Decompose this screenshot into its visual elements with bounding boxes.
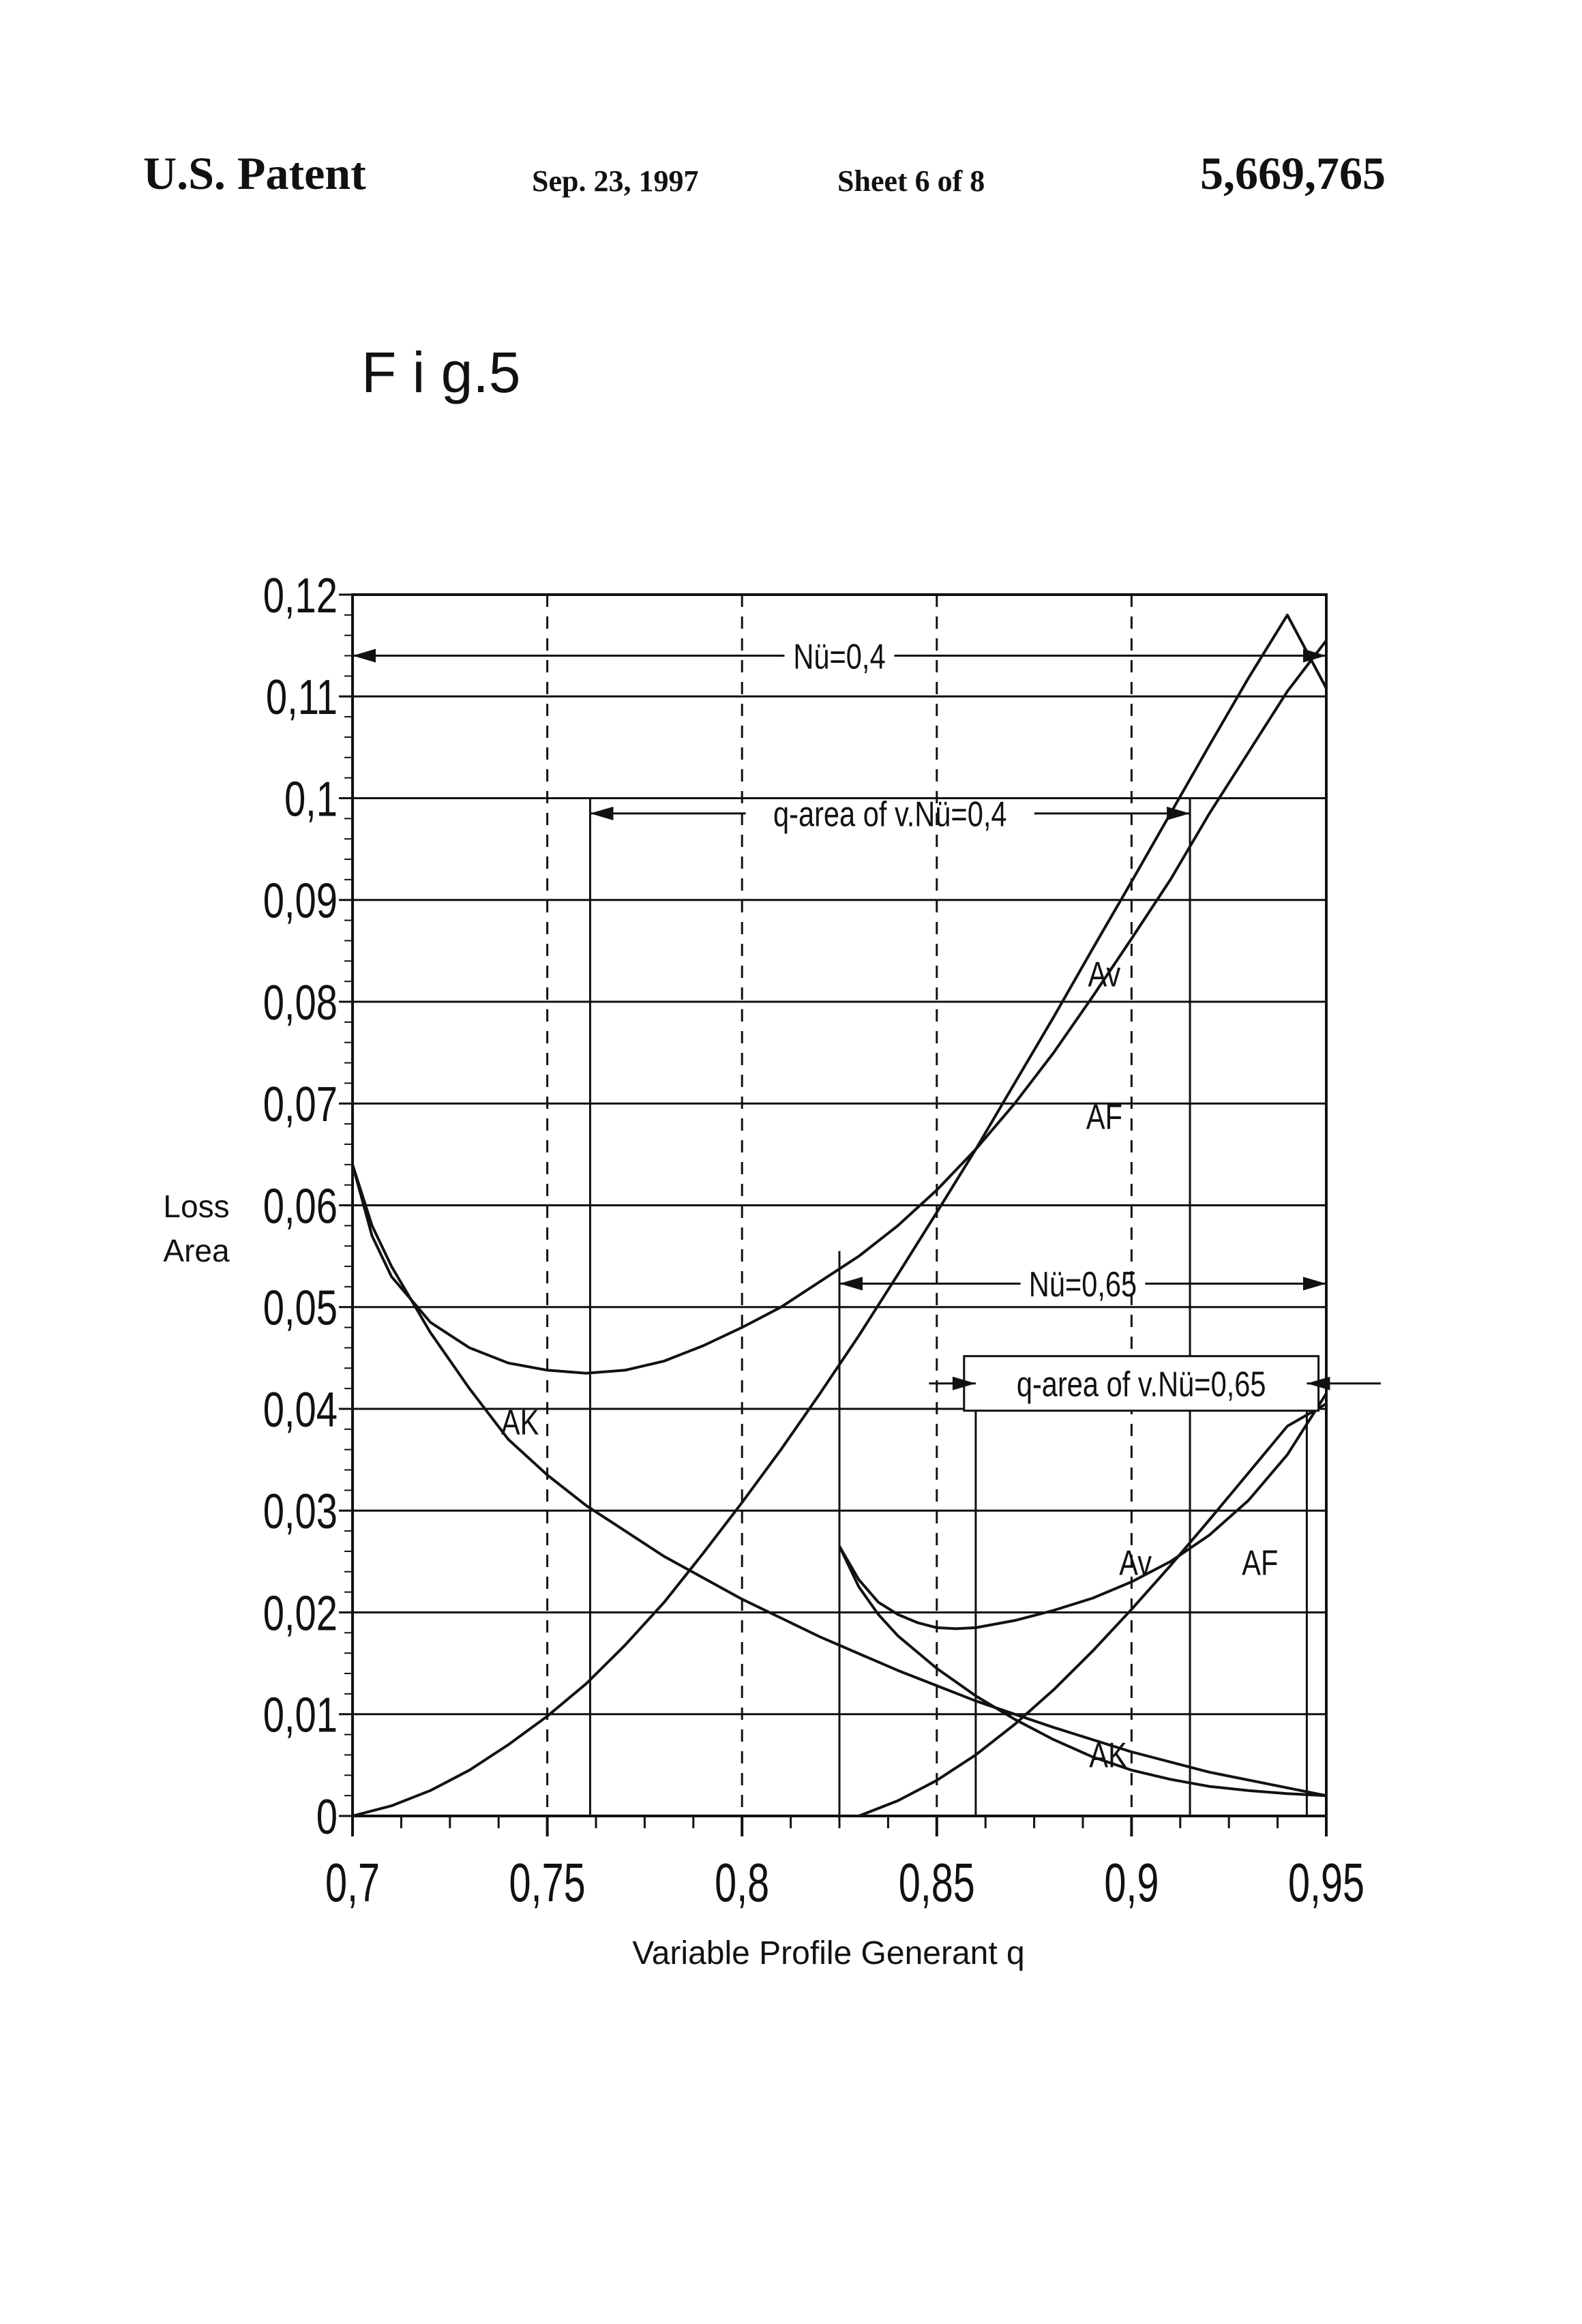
q-area-nu065-label: q-area of v.Nü=0,65 [1017, 1364, 1266, 1404]
series-ak-line [839, 1547, 1326, 1796]
nu065-range-arrowhead-right [1303, 1277, 1326, 1290]
curve-label-av: Av [1119, 1543, 1152, 1583]
q-area-nu04-arrowhead-right [1167, 807, 1190, 820]
x-tick-label: 0,85 [899, 1852, 975, 1913]
x-tick-label: 0,95 [1288, 1852, 1364, 1913]
q-area-nu04-arrowhead-left [590, 807, 613, 820]
y-tick-label: 0,12 [263, 568, 338, 623]
y-tick-label: 0,06 [263, 1179, 338, 1234]
y-tick-label: 0,02 [263, 1586, 338, 1641]
x-tick-label: 0,75 [509, 1852, 586, 1913]
x-tick-label: 0,7 [325, 1852, 380, 1913]
x-axis-label: Variable Profile Generant q [632, 1935, 1024, 1971]
y-tick-label: 0,07 [263, 1077, 338, 1132]
nu065-range-label: Nü=0,65 [1029, 1264, 1137, 1305]
nu04-range-label: Nü=0,4 [793, 636, 885, 676]
y-tick-label: 0,05 [263, 1281, 338, 1335]
grid [339, 595, 1326, 1816]
y-tick-label: 0,04 [263, 1382, 338, 1437]
y-tick-label: 0 [316, 1789, 338, 1844]
y-tick-label: 0,03 [263, 1485, 338, 1539]
q-area-nu04-label: q-area of v.Nü=0,4 [773, 794, 1007, 834]
axes: 0 0,01 0,02 0,03 0,04 0,05 0,06 0,07 0,08 0,09 0,1… [263, 568, 1364, 1913]
y-tick-label: 0,11 [266, 670, 338, 725]
curve-label-ak: AK [1089, 1735, 1126, 1775]
x-tick-label: 0,8 [715, 1852, 769, 1913]
nu065-range-arrowhead-left [839, 1277, 863, 1290]
figure-label: F i g.5 [361, 340, 520, 404]
y-axis-label-line2: Area [163, 1233, 230, 1268]
y-tick-label: 0,08 [263, 975, 338, 1030]
curve-label-af: AF [1086, 1097, 1122, 1137]
y-tick-label: 0,09 [263, 874, 338, 928]
nu04-range-arrowhead-right [1303, 649, 1326, 663]
nu04-range-arrowhead-left [353, 649, 376, 663]
x-tick-label: 0,9 [1104, 1852, 1159, 1913]
curve-label-av: Av [1088, 954, 1121, 994]
curve-label-af: AF [1242, 1543, 1278, 1583]
y-tick-label: 0,01 [263, 1688, 338, 1742]
y-tick-label: 0,1 [284, 772, 338, 826]
y-axis-label-line1: Loss [163, 1189, 229, 1224]
curve-label-ak: AK [501, 1402, 539, 1442]
